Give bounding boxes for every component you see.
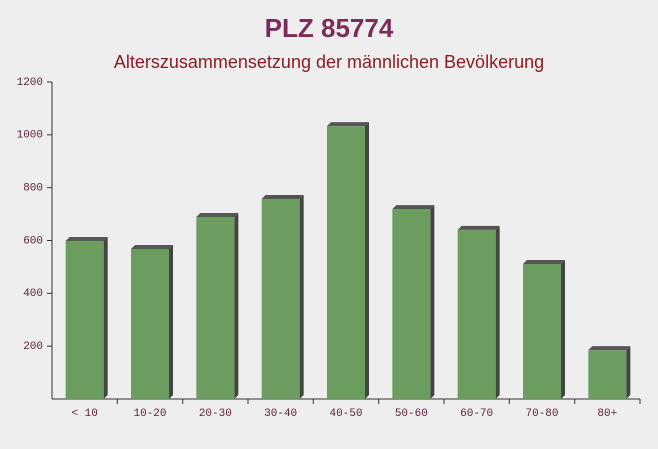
x-tick-label: 80+	[597, 408, 617, 420]
chart-title: PLZ 85774	[265, 13, 394, 43]
bar-side	[234, 212, 239, 399]
y-tick-label: 800	[23, 183, 43, 195]
bar	[588, 350, 627, 399]
bar-top	[261, 195, 304, 200]
bar-side	[626, 346, 631, 399]
x-tick-label: 20-30	[199, 408, 232, 420]
y-tick-label: 1200	[17, 77, 43, 89]
x-tick-label: 50-60	[395, 408, 428, 420]
bar-side	[299, 195, 304, 399]
bar-top	[327, 122, 369, 127]
bar-side	[495, 225, 500, 399]
bar	[131, 248, 169, 399]
bar-side	[365, 122, 369, 399]
x-tick-label: < 10	[71, 408, 97, 420]
bar-side	[561, 260, 565, 399]
x-tick-label: 10-20	[133, 408, 166, 420]
bar-top	[457, 225, 500, 230]
bar	[65, 241, 104, 399]
chart-subtitle: Alterszusammensetzung der männlichen Bev…	[114, 52, 544, 72]
bar	[457, 229, 496, 399]
y-tick-label: 1000	[17, 130, 43, 142]
bar	[196, 216, 235, 399]
y-tick-label: 600	[23, 235, 43, 247]
x-tick-label: 60-70	[460, 408, 493, 420]
bar-side	[169, 244, 173, 399]
bar-top	[65, 237, 108, 242]
bar-top	[523, 260, 565, 265]
bar-top	[588, 346, 631, 351]
bar	[261, 199, 300, 399]
bar-top	[196, 212, 239, 217]
bar	[392, 209, 431, 399]
bar-top	[392, 205, 435, 210]
y-tick-label: 200	[23, 341, 43, 353]
x-tick-label: 70-80	[525, 408, 558, 420]
bar-side	[103, 237, 108, 399]
bar-side	[430, 205, 435, 399]
bar	[327, 126, 365, 399]
y-tick-label: 400	[23, 288, 43, 300]
x-tick-label: 30-40	[264, 408, 297, 420]
x-tick-label: 40-50	[329, 408, 362, 420]
bar	[523, 264, 561, 399]
bar-top	[131, 244, 173, 249]
